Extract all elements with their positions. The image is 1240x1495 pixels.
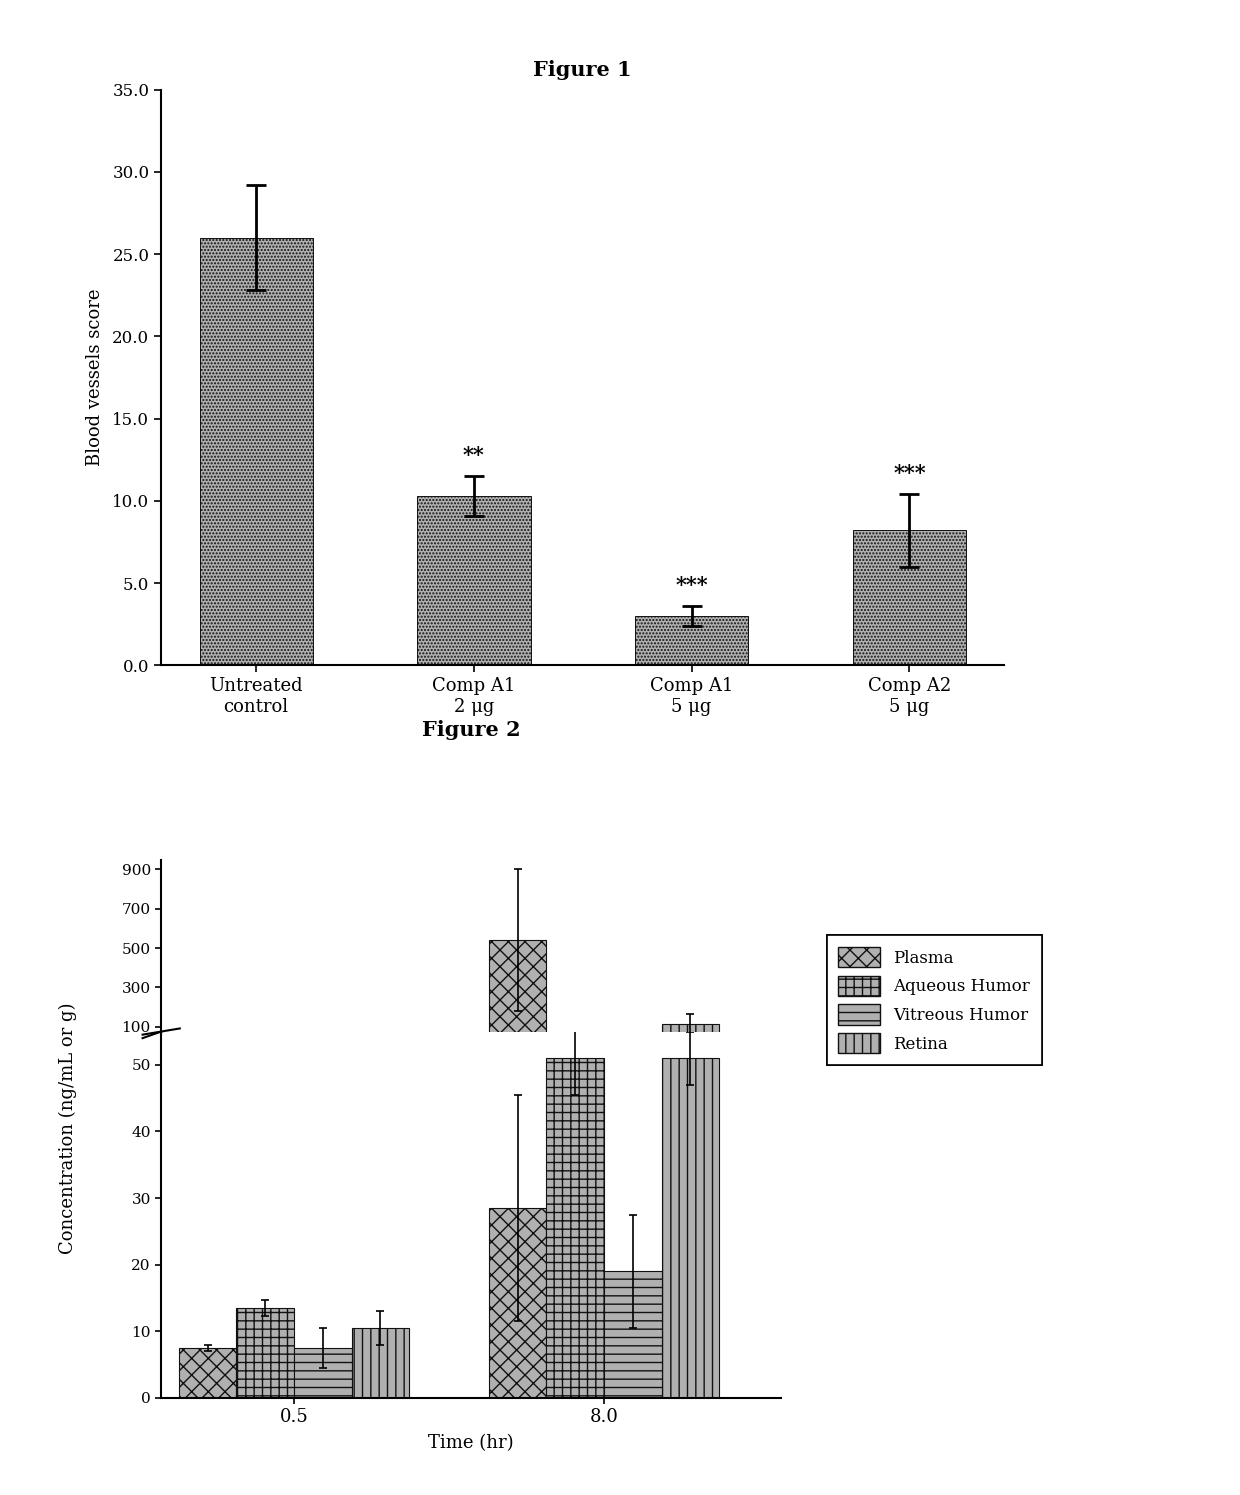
Bar — [489, 1208, 547, 1398]
Bar — [237, 1308, 294, 1398]
Text: ***: *** — [893, 463, 926, 483]
Bar — [604, 1271, 662, 1398]
Text: **: ** — [463, 444, 485, 465]
Text: ***: *** — [676, 574, 708, 595]
Bar — [635, 616, 748, 665]
Bar — [418, 496, 531, 665]
Bar — [853, 531, 966, 665]
Bar — [179, 1348, 237, 1398]
Y-axis label: Blood vessels score: Blood vessels score — [86, 289, 104, 466]
Bar — [662, 1058, 719, 1398]
Text: Figure 2: Figure 2 — [422, 721, 521, 740]
Text: Figure 1: Figure 1 — [533, 60, 632, 79]
Bar — [294, 1348, 352, 1398]
Bar — [200, 238, 312, 665]
Legend: Plasma, Aqueous Humor, Vitreous Humor, Retina: Plasma, Aqueous Humor, Vitreous Humor, R… — [827, 936, 1042, 1064]
Text: Concentration (ng/mL or g): Concentration (ng/mL or g) — [60, 1003, 77, 1254]
Bar — [662, 1024, 719, 1046]
Bar — [489, 940, 547, 1046]
Bar — [547, 1058, 604, 1398]
X-axis label: Time (hr): Time (hr) — [428, 1435, 515, 1453]
Bar — [352, 1328, 409, 1398]
